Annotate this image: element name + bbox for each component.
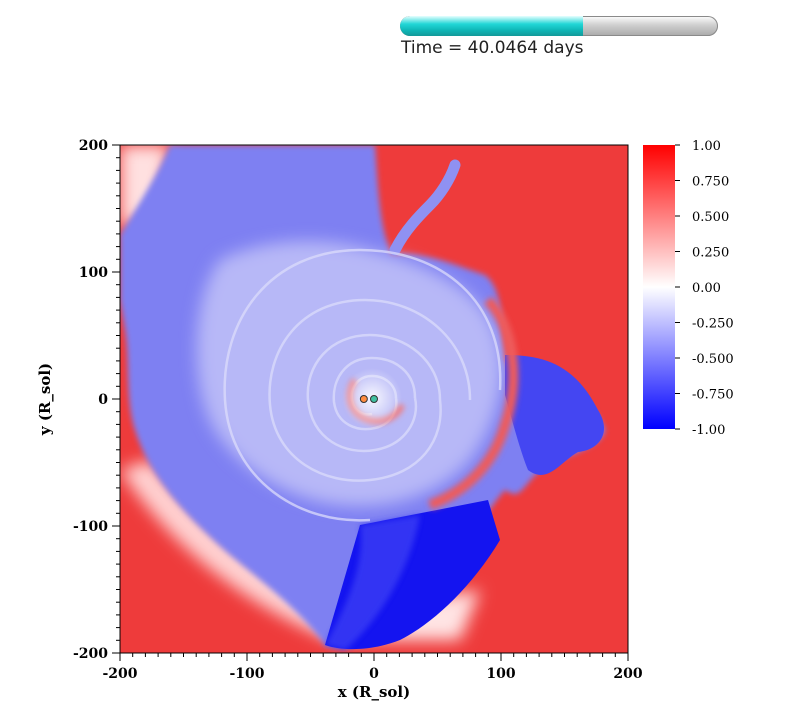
colorbar-tick-label: 1.00 <box>692 139 721 154</box>
x-tick-label: 100 <box>486 666 515 682</box>
inner-envelope <box>196 241 502 506</box>
colorbar-tick-label: 0.00 <box>692 281 721 296</box>
colorbar-tick-label: -0.500 <box>692 352 734 367</box>
y-tick-label: 200 <box>79 138 108 154</box>
time-label: Time = 40.0464 days <box>401 38 584 58</box>
colorbar-tick-label: -0.750 <box>692 388 734 403</box>
axes: -200 -100 0 100 200 -200 -100 0 100 200 <box>73 138 643 682</box>
colorbar: 1.00 0.750 0.500 0.250 0.00 -0.250 -0.500 -0.75… <box>643 139 734 438</box>
red-spiral-arm <box>428 296 519 510</box>
x-tick-label: -200 <box>102 666 137 682</box>
colorbar-tick-label: -0.250 <box>692 317 734 332</box>
colorbar-tick-label: -1.00 <box>692 423 725 438</box>
time-progress-fill <box>400 16 583 36</box>
colorbar-gradient <box>643 145 675 429</box>
blue-lobe-right <box>505 355 605 475</box>
y-tick-label: 0 <box>98 392 108 408</box>
deep-blue-wedge-glow <box>325 515 420 650</box>
y-axis-title: y (R_sol) <box>36 363 54 436</box>
x-axis-title: x (R_sol) <box>338 683 410 701</box>
point-marker <box>359 395 368 403</box>
x-tick-label: 200 <box>613 666 642 682</box>
y-tick-label: -100 <box>73 519 108 535</box>
top-tendril <box>389 159 461 256</box>
time-progress-bar <box>400 16 718 36</box>
y-tick-label: 100 <box>79 265 108 281</box>
x-tick-label: 0 <box>369 666 379 682</box>
markers <box>359 395 378 403</box>
colorbar-tick-label: 0.500 <box>692 210 729 225</box>
colorbar-tick-label: 0.250 <box>692 246 729 261</box>
point-marker <box>370 395 378 403</box>
y-tick-label: -200 <box>73 646 108 662</box>
x-tick-label: -100 <box>229 666 264 682</box>
colorbar-tick-label: 0.750 <box>692 175 729 190</box>
